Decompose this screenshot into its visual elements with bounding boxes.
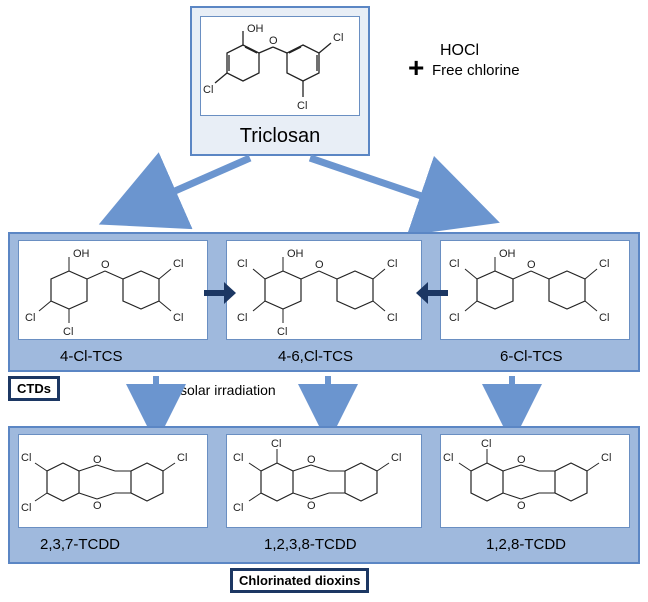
svg-text:Cl: Cl xyxy=(391,452,401,464)
dioxin-label-1: 2,3,7-TCDD xyxy=(40,536,120,553)
svg-text:O: O xyxy=(101,259,110,271)
svg-text:Cl: Cl xyxy=(601,452,611,464)
svg-text:Cl: Cl xyxy=(599,258,609,270)
svg-text:Cl: Cl xyxy=(233,452,243,464)
arrow-top-left xyxy=(100,150,260,230)
svg-text:Cl: Cl xyxy=(277,326,287,338)
arrow-ctd-right-to-mid xyxy=(414,278,450,308)
svg-text:Cl: Cl xyxy=(297,100,307,112)
svg-text:O: O xyxy=(527,259,536,271)
reagent-line1: HOCl xyxy=(440,42,479,60)
ctd-struct-2: O OH Cl Cl Cl Cl Cl xyxy=(226,240,422,340)
svg-text:OH: OH xyxy=(73,248,90,260)
svg-text:Cl: Cl xyxy=(233,502,243,514)
dioxin-struct-3: O O Cl Cl Cl xyxy=(440,434,630,528)
triclosan-panel: O OH Cl Cl Cl Triclosan xyxy=(190,6,370,156)
dioxin-label-3: 1,2,8-TCDD xyxy=(486,536,566,553)
svg-text:Cl: Cl xyxy=(173,258,183,270)
arrow-down-2 xyxy=(316,374,340,424)
svg-text:Cl: Cl xyxy=(271,438,281,450)
ctd-struct-3: O OH Cl Cl Cl Cl xyxy=(440,240,630,340)
svg-text:O: O xyxy=(307,454,316,466)
svg-text:OH: OH xyxy=(247,23,264,35)
svg-text:O: O xyxy=(93,454,102,466)
svg-text:Cl: Cl xyxy=(449,258,459,270)
ctds-badge: CTDs xyxy=(8,376,60,401)
arrow-top-right xyxy=(300,150,500,230)
svg-text:Cl: Cl xyxy=(237,312,247,324)
dioxin-label-2: 1,2,3,8-TCDD xyxy=(264,536,357,553)
triclosan-structure: O OH Cl Cl Cl xyxy=(200,16,360,116)
svg-text:Cl: Cl xyxy=(481,438,491,450)
reagent-line2: Free chlorine xyxy=(432,62,520,79)
dioxin-struct-2: O O Cl Cl Cl Cl xyxy=(226,434,422,528)
svg-text:Cl: Cl xyxy=(387,312,397,324)
ctd-label-2: 4-6,Cl-TCS xyxy=(278,348,353,365)
svg-text:Cl: Cl xyxy=(387,258,397,270)
svg-text:Cl: Cl xyxy=(63,326,73,338)
svg-text:O: O xyxy=(517,500,526,512)
solar-label: solar irradiation xyxy=(180,382,276,398)
svg-text:O: O xyxy=(307,500,316,512)
svg-text:Cl: Cl xyxy=(173,312,183,324)
svg-text:O: O xyxy=(93,500,102,512)
dioxin-struct-1: O O Cl Cl Cl xyxy=(18,434,208,528)
svg-text:Cl: Cl xyxy=(443,452,453,464)
ctd-label-3: 6-Cl-TCS xyxy=(500,348,563,365)
svg-text:OH: OH xyxy=(287,248,304,260)
triclosan-label: Triclosan xyxy=(192,125,368,148)
svg-text:O: O xyxy=(517,454,526,466)
ctd-struct-1: O OH Cl Cl Cl Cl xyxy=(18,240,208,340)
svg-text:Cl: Cl xyxy=(449,312,459,324)
svg-text:Cl: Cl xyxy=(25,312,35,324)
arrow-down-1 xyxy=(144,374,168,424)
svg-text:Cl: Cl xyxy=(237,258,247,270)
svg-text:Cl: Cl xyxy=(333,32,343,44)
svg-text:O: O xyxy=(269,35,278,47)
svg-text:Cl: Cl xyxy=(177,452,187,464)
arrow-ctd-left-to-mid xyxy=(202,278,238,308)
ctd-label-1: 4-Cl-TCS xyxy=(60,348,123,365)
arrow-down-3 xyxy=(500,374,524,424)
svg-text:Cl: Cl xyxy=(599,312,609,324)
svg-text:Cl: Cl xyxy=(21,502,31,514)
svg-text:OH: OH xyxy=(499,248,516,260)
svg-text:O: O xyxy=(315,259,324,271)
plus-symbol: + xyxy=(408,52,424,84)
svg-text:Cl: Cl xyxy=(21,452,31,464)
svg-text:Cl: Cl xyxy=(203,84,213,96)
dioxins-badge: Chlorinated dioxins xyxy=(230,568,369,593)
